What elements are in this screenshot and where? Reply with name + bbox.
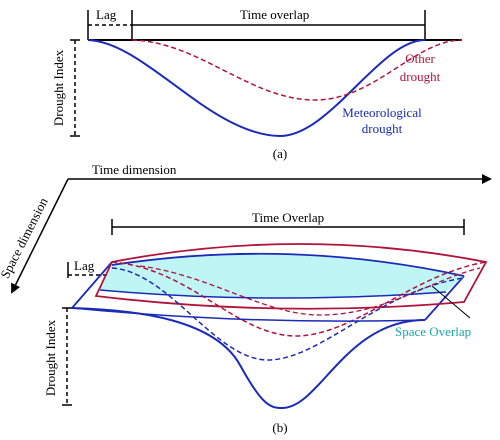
panel-b-meteorological-surface-top — [111, 252, 465, 277]
panel-b-meteorological-surface-right-edge — [424, 275, 465, 321]
panel-b-other-back-curve — [111, 261, 487, 337]
panel-b-y-label: Drought Index — [43, 319, 58, 396]
time-dimension-label: Time dimension — [92, 162, 177, 177]
panel-a-meteorological-curve — [87, 39, 426, 138]
panel-a-meteorological-label-1: Meteorological — [342, 105, 422, 120]
panel-b: Time dimension Space dimension Time Over… — [0, 162, 492, 435]
panel-a-other-drought-label-1: Other — [405, 51, 435, 66]
panel-b-meteorological-back-curve — [111, 267, 465, 361]
space-overlap-region — [100, 253, 464, 299]
space-overlap-label: Space Overlap — [395, 324, 471, 339]
panel-a-other-drought-curve — [131, 39, 463, 101]
panel-a-meteorological-label-2: drought — [362, 121, 403, 136]
panel-b-other-drought-surface — [94, 243, 488, 310]
space-dimension-label: Space dimension — [0, 195, 51, 281]
panel-b-meteorological-surface-left-edge — [71, 261, 113, 309]
space-overlap-pointer — [431, 285, 471, 319]
panel-a-caption: (a) — [273, 146, 287, 161]
panel-b-other-back-curve-2 — [139, 265, 481, 316]
space-dimension-arrow — [11, 178, 69, 294]
panel-a-y-label: Drought Index — [51, 49, 66, 126]
panel-a: Lag Time overlap Drought Index Other dro… — [51, 7, 463, 161]
panel-b-overlap-label: Time Overlap — [252, 210, 324, 225]
panel-a-lag-label: Lag — [96, 7, 117, 22]
panel-a-other-drought-label-2: drought — [400, 69, 441, 84]
panel-b-front-baseline — [71, 307, 426, 322]
panel-a-overlap-label: Time overlap — [240, 7, 309, 22]
panel-b-lag-label: Lag — [74, 258, 95, 273]
panel-b-caption: (b) — [272, 420, 287, 435]
panel-b-meteorological-front-curve — [71, 307, 426, 410]
